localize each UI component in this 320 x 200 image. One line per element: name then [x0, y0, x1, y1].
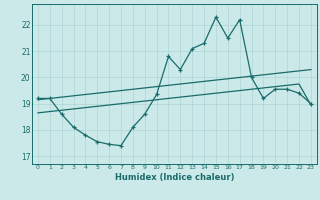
X-axis label: Humidex (Indice chaleur): Humidex (Indice chaleur) [115, 173, 234, 182]
